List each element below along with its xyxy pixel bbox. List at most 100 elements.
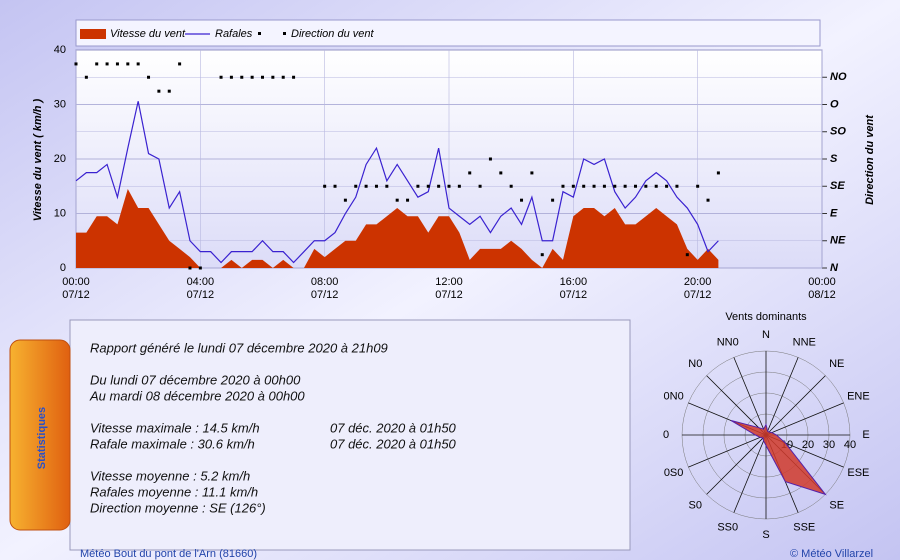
rose-tick-label: 40 xyxy=(844,439,856,451)
rose-direction-label: SE xyxy=(829,500,844,512)
y-tick-label: 0 xyxy=(60,262,66,274)
direction-point xyxy=(323,184,327,188)
x-tick-date: 07/12 xyxy=(62,289,90,301)
direction-point xyxy=(447,184,451,188)
footer-station: Météo Bout du pont de l'Arn (81660) xyxy=(80,548,257,560)
rose-title: Vents dominants xyxy=(725,311,807,323)
direction-point xyxy=(613,184,617,188)
direction-point xyxy=(167,89,171,93)
rose-direction-label: NE xyxy=(829,358,844,370)
rose-spoke xyxy=(688,434,767,468)
direction-point xyxy=(540,253,544,257)
direction-point xyxy=(654,184,658,188)
speed-area xyxy=(76,188,719,268)
y2-tick-label: S xyxy=(830,153,838,165)
rose-spoke xyxy=(765,402,844,436)
direction-point xyxy=(126,62,130,66)
legend-box xyxy=(75,19,821,47)
rose-tick-label: 20 xyxy=(802,439,814,451)
stats-text: Vitesse maximale : 14.5 km/h xyxy=(90,420,260,435)
direction-point xyxy=(416,184,420,188)
rose-direction-label: SSE xyxy=(793,521,815,533)
direction-point xyxy=(219,75,223,79)
direction-point xyxy=(499,171,503,175)
direction-point xyxy=(292,75,296,79)
rose-direction-label: SS0 xyxy=(717,521,738,533)
x-tick-date: 08/12 xyxy=(808,289,836,301)
direction-point xyxy=(354,184,358,188)
direction-point xyxy=(74,62,78,66)
direction-point xyxy=(281,75,285,79)
rose-direction-label: S xyxy=(762,529,769,541)
x-tick-label: 00:00 xyxy=(808,276,836,288)
legend-swatch xyxy=(258,32,261,35)
rose-direction-label: NNE xyxy=(793,337,816,349)
stats-text: Rafales moyenne : 11.1 km/h xyxy=(90,484,258,499)
rose-spoke xyxy=(765,357,799,436)
direction-point xyxy=(115,62,119,66)
y2-tick-label: O xyxy=(830,98,839,110)
direction-point xyxy=(426,184,430,188)
rose-spoke xyxy=(765,375,826,436)
legend-swatch xyxy=(283,32,286,35)
stats-text: Direction moyenne : SE (126°) xyxy=(90,500,266,515)
direction-point xyxy=(261,75,264,79)
x-tick-label: 04:00 xyxy=(187,276,215,288)
direction-point xyxy=(147,75,151,79)
direction-point xyxy=(478,184,482,188)
x-tick-label: 08:00 xyxy=(311,276,339,288)
direction-point xyxy=(468,171,472,175)
direction-point xyxy=(437,184,441,188)
y2-tick-label: NE xyxy=(830,235,846,247)
direction-point xyxy=(188,266,192,270)
direction-point xyxy=(157,89,161,93)
x-tick-label: 00:00 xyxy=(62,276,90,288)
direction-point xyxy=(561,184,565,188)
stats-text: 07 déc. 2020 à 01h50 xyxy=(330,420,457,435)
stats-title: Statistiques xyxy=(36,407,48,469)
direction-point xyxy=(406,198,410,202)
direction-point xyxy=(644,184,648,188)
rose-spoke xyxy=(706,375,767,436)
y2-axis-title: Direction du vent xyxy=(864,114,876,205)
x-tick-date: 07/12 xyxy=(187,289,215,301)
direction-point xyxy=(530,171,534,175)
rose-direction-label: 0 xyxy=(663,429,669,441)
direction-point xyxy=(364,184,368,188)
rose-tick-label: 30 xyxy=(823,439,835,451)
legend-label: Vitesse du vent xyxy=(110,28,186,40)
y2-tick-label: SE xyxy=(830,180,845,192)
direction-point xyxy=(240,75,244,79)
stats-text: Au mardi 08 décembre 2020 à 00h00 xyxy=(89,388,305,403)
stats-text: Vitesse moyenne : 5.2 km/h xyxy=(90,468,250,483)
direction-point xyxy=(696,184,700,188)
rose-direction-label: NN0 xyxy=(717,337,739,349)
y2-tick-label: N xyxy=(830,262,839,274)
rose-spoke xyxy=(733,357,767,436)
direction-point xyxy=(571,184,575,188)
stats-text: Du lundi 07 décembre 2020 à 00h00 xyxy=(90,372,301,387)
y2-tick-label: E xyxy=(830,207,838,219)
rose-direction-label: ENE xyxy=(847,391,870,403)
x-tick-date: 07/12 xyxy=(311,289,339,301)
legend-label: Rafales xyxy=(215,28,253,40)
stats-text: Rapport généré le lundi 07 décembre 2020… xyxy=(90,340,388,355)
rose-direction-label: S0 xyxy=(689,500,702,512)
direction-point xyxy=(136,62,140,66)
direction-point xyxy=(623,184,627,188)
x-tick-label: 16:00 xyxy=(560,276,588,288)
y-tick-label: 20 xyxy=(54,153,66,165)
y2-tick-label: NO xyxy=(830,71,847,83)
direction-point xyxy=(84,75,88,79)
x-tick-date: 07/12 xyxy=(435,289,463,301)
gust-line xyxy=(75,101,719,264)
rose-spoke xyxy=(706,434,767,495)
direction-point xyxy=(602,184,606,188)
rose-direction-label: 0N0 xyxy=(664,391,684,403)
direction-point xyxy=(343,198,347,202)
rose-spoke xyxy=(733,434,767,513)
stats-tab xyxy=(9,339,71,531)
direction-point xyxy=(520,198,524,202)
direction-point xyxy=(582,184,586,188)
